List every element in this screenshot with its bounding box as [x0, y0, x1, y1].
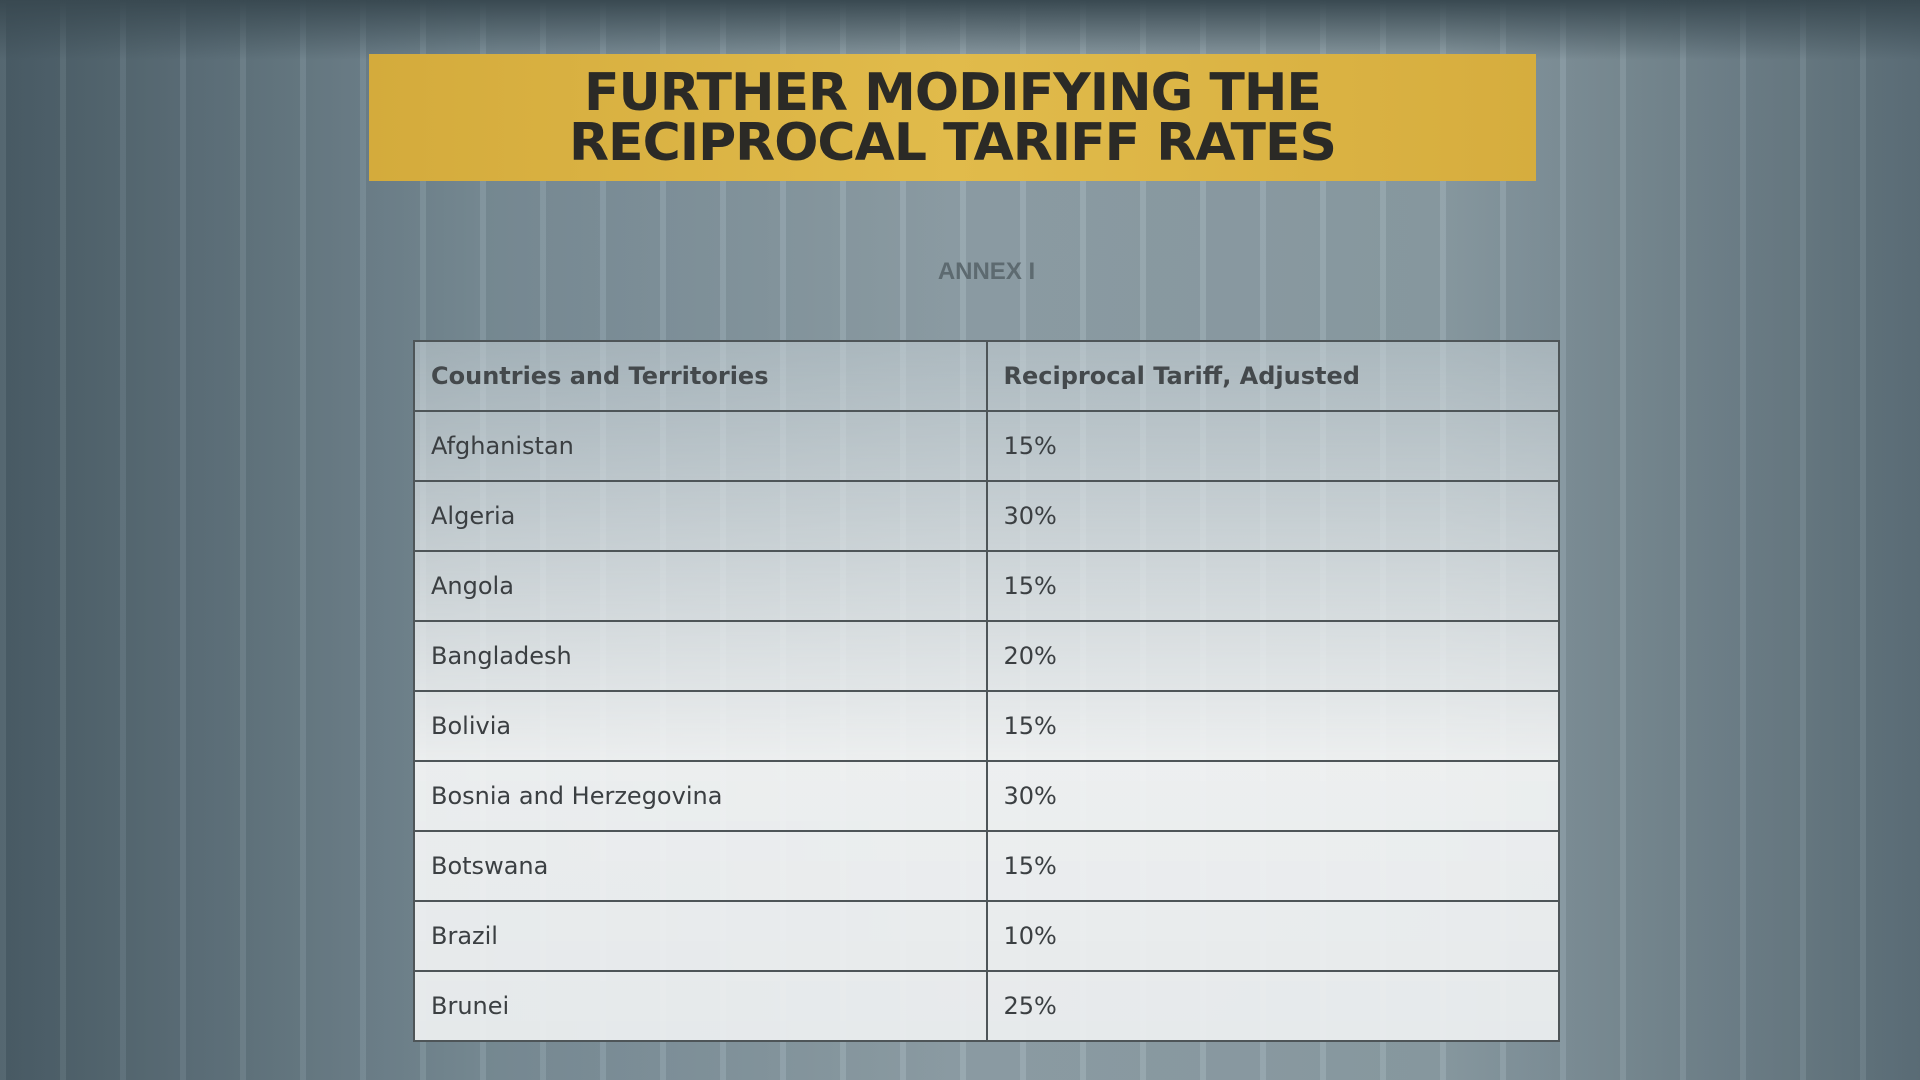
country-cell: Algeria [413, 480, 988, 552]
country-cell: Angola [413, 550, 988, 622]
table-row: Bolivia 15% [413, 690, 1560, 762]
title-line: RECIPROCAL TARIFF RATES [569, 112, 1337, 173]
tariff-cell: 20% [985, 620, 1560, 692]
header-row: Countries and Territories Reciprocal Tari… [413, 340, 1560, 412]
column-header: Countries and Territories [413, 340, 988, 412]
tariff-cell: 15% [985, 550, 1560, 622]
country-cell: Brunei [413, 970, 988, 1042]
table-row: Afghanistan 15% [413, 410, 1560, 482]
table-row: Brazil 10% [413, 900, 1560, 972]
tariff-cell: 30% [985, 760, 1560, 832]
tariff-cell: 30% [985, 480, 1560, 552]
table-row: Bosnia and Herzegovina 30% [413, 760, 1560, 832]
tariff-table: Countries and Territories Reciprocal Tari… [413, 340, 1560, 1042]
tariff-cell: 15% [985, 690, 1560, 762]
tariff-cell: 25% [985, 970, 1560, 1042]
table-row: Algeria 30% [413, 480, 1560, 552]
table-row: Angola 15% [413, 550, 1560, 622]
tariff-cell: 15% [985, 830, 1560, 902]
table-row: Bangladesh 20% [413, 620, 1560, 692]
table-row: Botswana 15% [413, 830, 1560, 902]
annex-label: ANNEX I [937, 258, 1036, 285]
tariff-cell: 10% [985, 900, 1560, 972]
background-shade [0, 0, 1920, 60]
country-cell: Botswana [413, 830, 988, 902]
country-cell: Bolivia [413, 690, 988, 762]
country-cell: Brazil [413, 900, 988, 972]
country-cell: Afghanistan [413, 410, 988, 482]
title-line: FURTHER MODIFYING THE [584, 62, 1322, 123]
table-row: Brunei 25% [413, 970, 1560, 1042]
tariff-cell: 15% [985, 410, 1560, 482]
country-cell: Bangladesh [413, 620, 988, 692]
country-cell: Bosnia and Herzegovina [413, 760, 988, 832]
title-banner: FURTHER MODIFYING THE RECIPROCAL TARIFF … [369, 54, 1536, 181]
column-header: Reciprocal Tariff, Adjusted [985, 340, 1560, 412]
